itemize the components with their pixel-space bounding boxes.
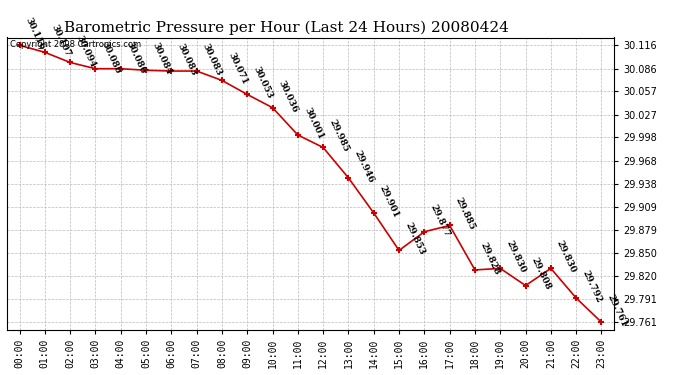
Text: 30.036: 30.036 xyxy=(277,79,299,114)
Text: Copyright 2008 Cartronics.com: Copyright 2008 Cartronics.com xyxy=(10,40,141,50)
Text: 29.761: 29.761 xyxy=(606,293,629,328)
Text: 29.830: 29.830 xyxy=(555,239,578,274)
Text: 30.116: 30.116 xyxy=(23,16,47,51)
Text: 29.877: 29.877 xyxy=(428,202,451,238)
Text: 29.828: 29.828 xyxy=(479,241,502,276)
Text: 30.001: 30.001 xyxy=(302,106,325,141)
Text: 29.792: 29.792 xyxy=(580,269,603,304)
Text: 29.830: 29.830 xyxy=(504,239,527,274)
Text: 29.853: 29.853 xyxy=(403,221,426,256)
Text: 30.071: 30.071 xyxy=(226,51,249,87)
Title: Barometric Pressure per Hour (Last 24 Hours) 20080424: Barometric Pressure per Hour (Last 24 Ho… xyxy=(63,21,509,35)
Text: 29.885: 29.885 xyxy=(454,196,477,232)
Text: 30.083: 30.083 xyxy=(201,42,224,77)
Text: 29.946: 29.946 xyxy=(353,148,375,184)
Text: 30.084: 30.084 xyxy=(150,41,173,76)
Text: 30.053: 30.053 xyxy=(251,66,274,100)
Text: 29.985: 29.985 xyxy=(327,118,351,154)
Text: 30.094: 30.094 xyxy=(75,33,97,69)
Text: 30.107: 30.107 xyxy=(49,23,72,58)
Text: 30.086: 30.086 xyxy=(125,40,148,75)
Text: 30.083: 30.083 xyxy=(175,42,198,77)
Text: 30.086: 30.086 xyxy=(99,40,122,75)
Text: 29.808: 29.808 xyxy=(530,256,553,292)
Text: 29.901: 29.901 xyxy=(378,184,401,219)
